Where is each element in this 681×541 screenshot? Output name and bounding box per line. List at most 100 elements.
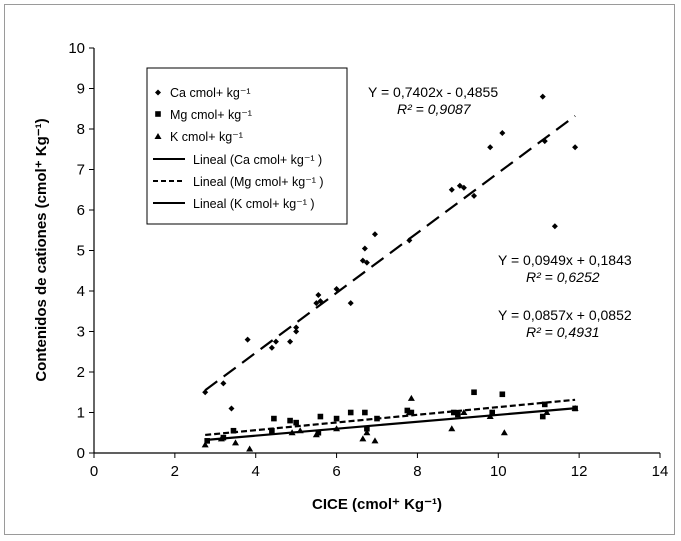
point-mg [499,391,506,398]
point-k [288,429,296,436]
y-ticks: 0 1 2 3 4 5 6 7 8 9 10 [68,40,94,462]
y-tick-label: 0 [77,445,85,462]
point-ca [293,324,300,331]
point-k [201,441,209,448]
point-k [486,413,494,420]
point-mg [362,409,368,416]
trendline-mg [205,398,576,437]
y-tick-label: 4 [77,283,85,300]
point-mg [541,401,548,408]
point-ca [347,300,354,307]
point-ca [539,93,546,100]
trendlines [204,115,576,442]
point-ca [313,300,320,307]
legend-label-ca: Ca cmol+ kg⁻¹ [170,86,251,100]
y-tick-label: 6 [77,202,85,219]
legend-label-lineal-ca: Lineal (Ca cmol+ kg⁻¹ ) [193,153,322,167]
legend-item-lineal-k: Lineal (K cmol+ kg⁻¹ ) [153,197,315,211]
point-ca [551,223,558,230]
point-ca [541,138,548,145]
point-ca [315,292,322,299]
y-tick-label: 9 [77,81,85,98]
point-k [371,437,379,444]
point-ca [406,237,413,244]
legend-box [146,67,348,225]
point-mg [333,415,340,422]
legend-item-ca: Ca cmol+ kg⁻¹ [155,86,251,100]
point-mg [293,419,299,426]
y-tick-label: 3 [77,324,85,341]
point-k [460,409,468,415]
point-mg [230,427,237,434]
point-mg [374,415,380,422]
legend: Ca cmol+ kg⁻¹ Mg cmol+ kg⁻¹ K cmol+ kg⁻¹… [146,67,348,225]
legend-item-lineal-mg: Lineal (Mg cmol+ kg⁻¹ ) [153,175,324,189]
point-ca [272,338,279,345]
point-ca [361,245,368,252]
annotation-k: Y = 0,0857x + 0,0852 R² = 0,4931 [498,307,632,340]
point-mg [287,417,293,424]
point-ca [333,285,340,292]
point-ca [456,182,463,189]
point-ca [471,192,478,199]
legend-marker-mg [155,111,161,117]
legend-item-mg: Mg cmol+ kg⁻¹ [155,108,252,122]
point-mg [471,389,477,396]
point-k [543,409,551,415]
equation-ca: Y = 0,7402x - 0,4855 [368,84,498,100]
point-mg [364,425,370,432]
x-tick-label: 8 [413,463,421,480]
x-tick-label: 2 [171,463,179,480]
point-k [217,435,225,442]
r2-k: R² = 0,4931 [526,324,600,340]
point-mg [271,415,277,422]
point-ca [293,328,300,335]
point-mg [404,407,411,414]
point-k [232,439,239,446]
y-axis-title: Contenidos de cationes (cmol⁺ Kg⁻¹) [33,118,50,381]
point-ca [202,389,209,396]
point-k [312,431,320,438]
legend-label-lineal-mg: Lineal (Mg cmol+ kg⁻¹ ) [193,175,324,189]
y-tick-label: 2 [77,364,85,381]
x-tick-label: 0 [90,463,98,480]
point-ca [244,336,251,343]
point-k [407,394,415,401]
point-mg [315,429,322,436]
y-tick-label: 10 [68,40,85,57]
point-ca [268,344,275,351]
point-k [571,404,579,411]
y-tick-label: 1 [77,405,85,422]
legend-label-k: K cmol+ kg⁻¹ [170,130,243,144]
x-tick-label: 6 [332,463,340,480]
legend-marker-ca [155,89,161,96]
point-ca [499,130,506,137]
x-ticks: 0 2 4 6 8 10 12 14 [90,453,669,480]
annotation-ca: Y = 0,7402x - 0,4855 R² = 0,9087 [368,84,498,117]
r2-mg: R² = 0,6252 [526,269,600,285]
x-tick-label: 4 [252,463,260,480]
point-k [363,429,371,436]
point-ca [220,380,227,387]
x-tick-label: 14 [652,463,669,480]
y-tick-label: 5 [77,243,85,260]
point-ca [228,405,235,412]
trendline-ca [204,115,576,392]
point-mg [220,434,227,441]
point-ca [317,298,324,305]
point-ca [572,144,579,151]
point-ca [363,259,370,266]
point-mg [347,409,354,416]
y-tick-label: 7 [77,162,85,179]
point-k [296,427,304,434]
annotation-mg: Y = 0,0949x + 0,1843 R² = 0,6252 [498,252,632,285]
trendline-k [205,407,576,442]
equation-k: Y = 0,0857x + 0,0852 [498,307,632,323]
point-ca [487,144,494,151]
point-mg [539,413,546,420]
point-mg [451,409,457,416]
point-ca [460,184,467,191]
point-k [448,425,456,432]
x-tick-label: 10 [490,463,507,480]
